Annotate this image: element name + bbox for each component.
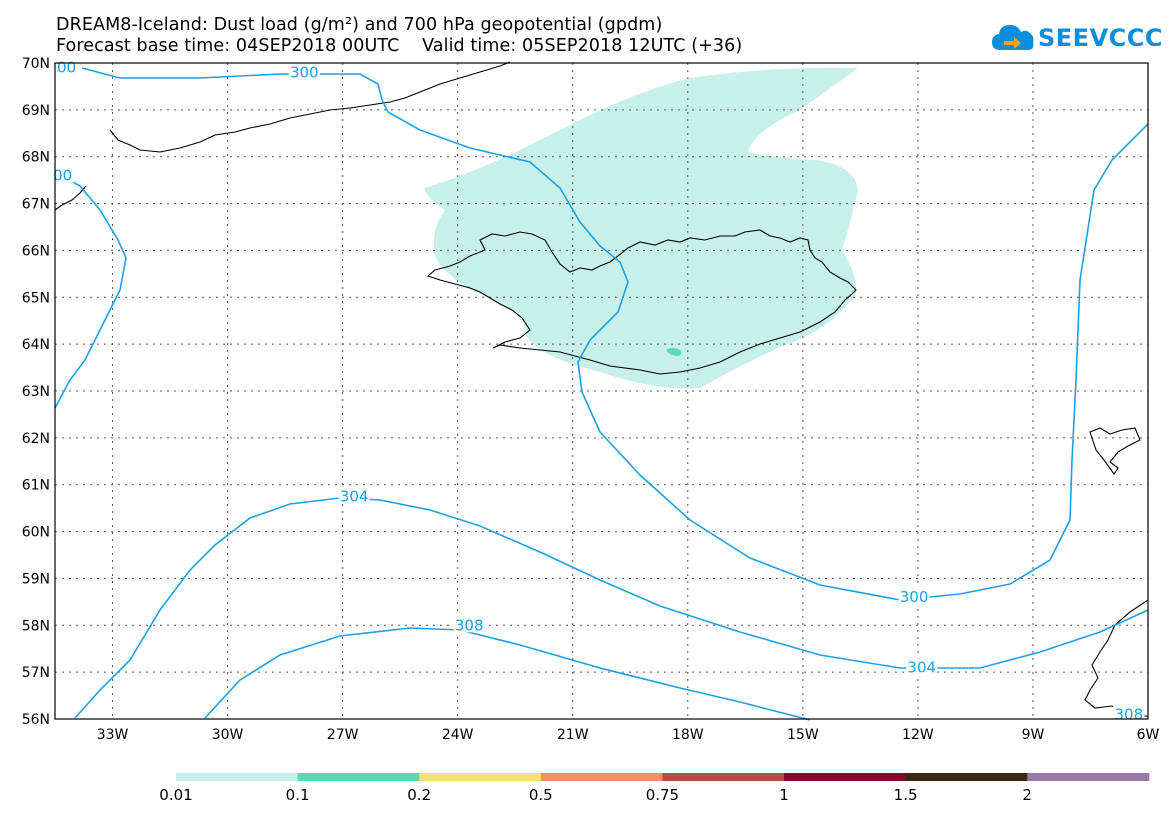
map-frame bbox=[54, 62, 1149, 720]
contour-300-west bbox=[54, 171, 127, 409]
lon-label: 6W bbox=[1137, 727, 1160, 743]
faroe-coast bbox=[1089, 427, 1141, 475]
dust-load-patch bbox=[666, 348, 682, 356]
logo-text: SEEVCCC bbox=[1038, 24, 1163, 52]
contour-label-bg bbox=[288, 63, 320, 80]
lat-label: 56N bbox=[22, 712, 50, 728]
contour-label: 308 bbox=[455, 616, 484, 634]
lon-label: 18W bbox=[672, 727, 704, 743]
contour-label: 300 bbox=[290, 63, 319, 81]
contour-label-bg bbox=[1113, 705, 1145, 722]
graticule bbox=[55, 63, 1148, 719]
contour-label: 300 bbox=[900, 588, 929, 606]
dust-load-area bbox=[424, 67, 858, 389]
lat-label: 65N bbox=[22, 290, 50, 306]
lat-label: 66N bbox=[22, 243, 50, 259]
contour-label: 00 bbox=[57, 59, 76, 77]
lon-label: 27W bbox=[327, 727, 359, 743]
contour-308 bbox=[204, 627, 811, 721]
map-title: DREAM8-Iceland: Dust load (g/m²) and 700… bbox=[56, 15, 663, 35]
contour-label: 308 bbox=[1115, 705, 1144, 723]
scotland-coast bbox=[1084, 599, 1149, 717]
lat-label: 64N bbox=[22, 337, 50, 353]
lat-label: 70N bbox=[22, 56, 50, 72]
lat-label: 59N bbox=[22, 571, 50, 587]
contour-label: 304 bbox=[340, 487, 369, 505]
contour-label-bg bbox=[898, 588, 930, 605]
lat-label: 68N bbox=[22, 150, 50, 166]
latitude-labels: 70N 69N 68N 67N 66N 65N 64N 63N 62N 61N 60N 59N 58N 5… bbox=[22, 56, 50, 728]
lon-label: 21W bbox=[557, 727, 589, 743]
forecast-times: Forecast base time: 04SEP2018 00UTC Vali… bbox=[56, 36, 743, 56]
contour-label-bg bbox=[51, 166, 74, 183]
lon-label: 30W bbox=[212, 727, 244, 743]
lon-label: 15W bbox=[787, 727, 819, 743]
lon-label: 33W bbox=[97, 727, 129, 743]
lat-label: 61N bbox=[22, 478, 50, 494]
contour-label-bg bbox=[906, 658, 938, 675]
seevccc-logo: SEEVCCC bbox=[990, 20, 1163, 60]
greenland-coast bbox=[54, 61, 511, 211]
lat-label: 62N bbox=[22, 431, 50, 447]
lat-label: 60N bbox=[22, 525, 50, 541]
lon-label: 24W bbox=[442, 727, 474, 743]
lat-label: 57N bbox=[22, 665, 50, 681]
contour-304 bbox=[74, 497, 1149, 719]
lat-label: 63N bbox=[22, 384, 50, 400]
iceland-coast bbox=[426, 229, 857, 375]
lon-label: 12W bbox=[902, 727, 934, 743]
contour-label: 00 bbox=[53, 166, 72, 184]
cloud-icon bbox=[992, 25, 1034, 50]
lon-label: 9W bbox=[1022, 727, 1045, 743]
longitude-labels: 33W 30W 27W 24W 21W 18W 15W 12W 9W 6W bbox=[97, 727, 1160, 743]
contour-300-north bbox=[81, 67, 1149, 601]
contour-labels: 300 00 00 304 308 300 304 308 bbox=[51, 58, 1145, 723]
lat-label: 69N bbox=[22, 103, 50, 119]
contour-label-bg bbox=[338, 487, 370, 504]
lat-label: 58N bbox=[22, 618, 50, 634]
contour-label-bg bbox=[453, 616, 485, 633]
lat-label: 67N bbox=[22, 197, 50, 213]
contour-label: 304 bbox=[907, 658, 936, 676]
